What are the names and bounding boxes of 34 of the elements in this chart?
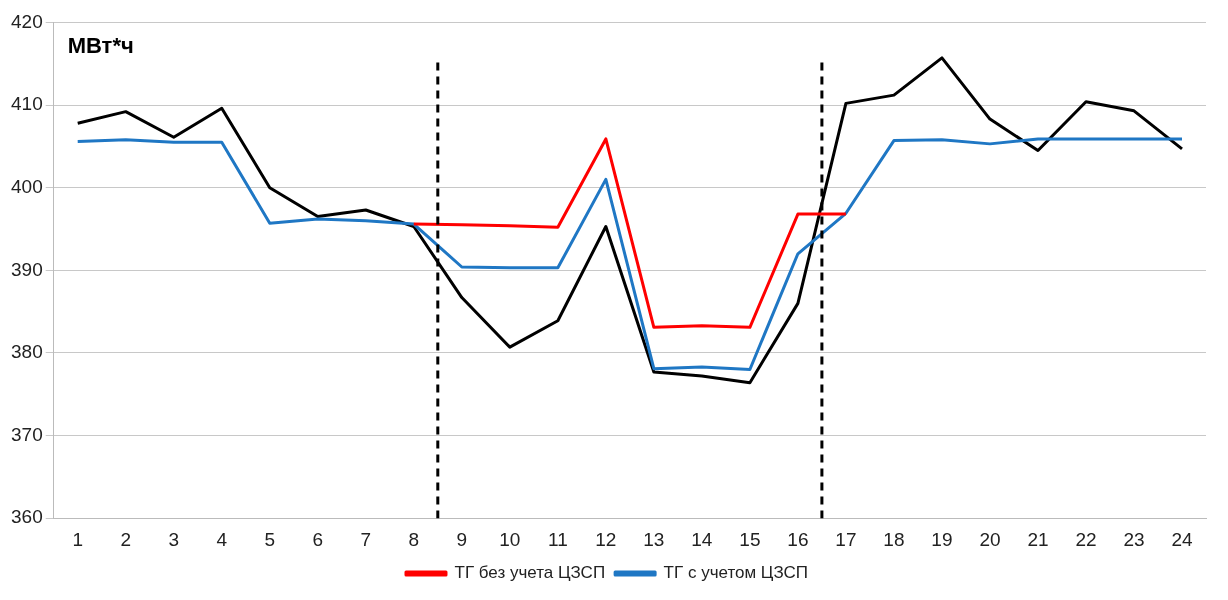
y-tick-label: 380 — [11, 341, 43, 363]
x-tick-label: 21 — [1027, 528, 1049, 550]
x-tick-label: 9 — [456, 528, 468, 550]
x-tick-label: 16 — [787, 528, 809, 550]
x-tick-label: 19 — [931, 528, 953, 550]
x-tick-label: 3 — [168, 528, 180, 550]
x-tick-label: 13 — [643, 528, 665, 550]
x-tick-label: 20 — [979, 528, 1001, 550]
x-tick-label: 11 — [547, 528, 568, 550]
x-tick-label: 2 — [120, 528, 132, 550]
x-tick-label: 15 — [739, 528, 761, 550]
y-tick-label: 360 — [11, 506, 43, 528]
x-tick-label: 6 — [312, 528, 324, 550]
x-tick-label: 18 — [883, 528, 905, 550]
x-tick-label: 4 — [216, 528, 228, 550]
x-tick-label: 24 — [1171, 528, 1193, 550]
x-tick-label: 23 — [1123, 528, 1145, 550]
y-tick-label: 400 — [11, 175, 43, 197]
y-tick-label: 420 — [11, 10, 43, 32]
y-tick-label: 410 — [11, 93, 43, 115]
legend-label: ТГ без учета ЦЗСП — [454, 563, 606, 583]
y-tick-label: 370 — [11, 423, 43, 445]
y-axis-title: МВт*ч — [67, 33, 134, 59]
x-tick-label: 1 — [72, 528, 83, 550]
x-tick-label: 17 — [835, 528, 857, 550]
y-tick-label: 390 — [11, 258, 43, 280]
x-tick-label: 8 — [408, 528, 420, 550]
x-tick-label: 5 — [264, 528, 276, 550]
legend-label: ТГ с учетом ЦЗСП — [663, 563, 809, 583]
x-tick-label: 12 — [595, 528, 617, 550]
x-tick-label: 10 — [499, 528, 521, 550]
x-tick-label: 7 — [360, 528, 372, 550]
x-tick-label: 14 — [691, 528, 713, 550]
x-tick-label: 22 — [1075, 528, 1097, 550]
